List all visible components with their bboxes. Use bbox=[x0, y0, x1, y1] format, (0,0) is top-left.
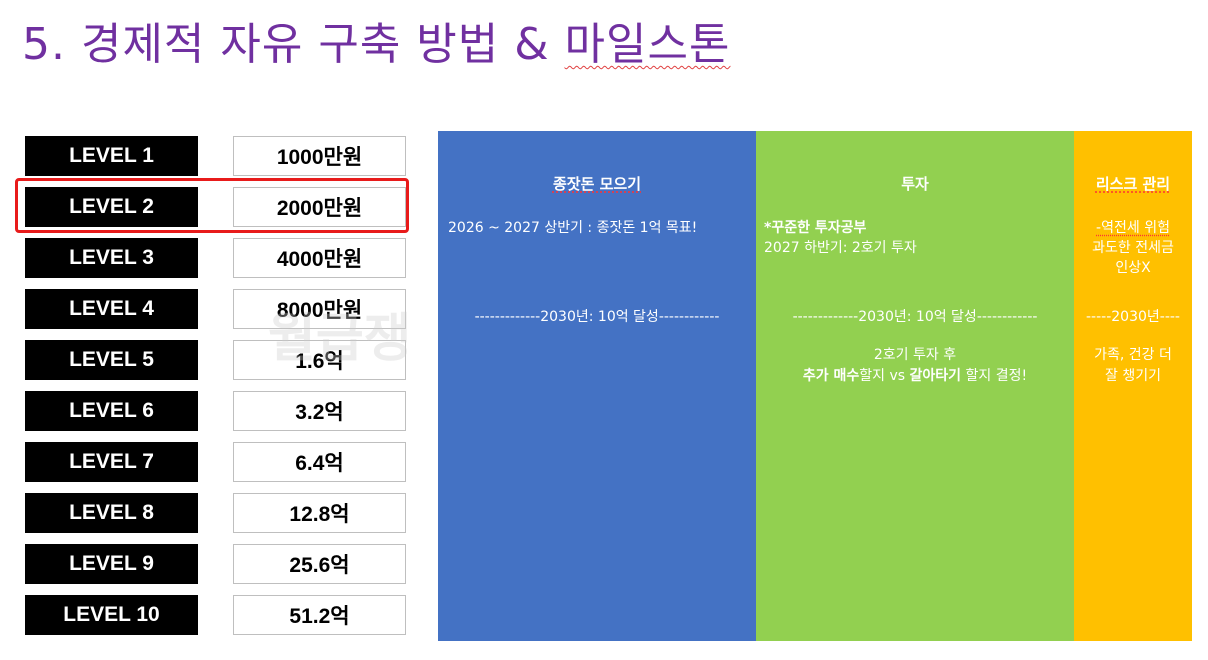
level-amount: 3.2억 bbox=[233, 391, 406, 431]
invest-decision-buy: 추가 매수 bbox=[802, 368, 860, 384]
invest-after: 2호기 투자 후 bbox=[873, 347, 957, 363]
level-2-highlight bbox=[15, 178, 409, 233]
risk-line-4: 가족, 건강 더 bbox=[1094, 347, 1172, 363]
level-label: LEVEL 1 bbox=[25, 136, 198, 176]
level-label: LEVEL 10 bbox=[25, 595, 198, 635]
level-amount: 1.6억 bbox=[233, 340, 406, 380]
level-amount: 6.4억 bbox=[233, 442, 406, 482]
savings-plan: 2026 ~ 2027 상반기 : 종잣돈 1억 목표! bbox=[448, 220, 698, 236]
level-amount: 51.2억 bbox=[233, 595, 406, 635]
risk-panel: 리스크 관리 -역전세 위험 과도한 전세금 인상X -----2030년---… bbox=[1074, 131, 1192, 641]
risk-milestone: -----2030년---- bbox=[1086, 309, 1180, 325]
invest-heading: 투자 bbox=[901, 175, 929, 193]
level-amount: 25.6억 bbox=[233, 544, 406, 584]
risk-line-1-text: -역전세 위험 bbox=[1096, 220, 1170, 236]
level-amount: 4000만원 bbox=[233, 238, 406, 278]
level-amount: 2000만원 bbox=[233, 187, 406, 227]
invest-study: *꾸준한 투자공부 bbox=[764, 220, 867, 236]
savings-heading: 종잣돈 모으기 bbox=[438, 173, 756, 194]
level-label: LEVEL 9 bbox=[25, 544, 198, 584]
invest-decision: 추가 매수할지 vs 갈아타기 할지 결정! bbox=[756, 365, 1074, 385]
page-title-suffix: 마일스톤 bbox=[564, 19, 731, 70]
level-label: LEVEL 6 bbox=[25, 391, 198, 431]
risk-line-1: -역전세 위험 bbox=[1074, 217, 1192, 237]
invest-decision-switch: 갈아타기 bbox=[909, 368, 962, 384]
savings-panel: 종잣돈 모으기 2026 ~ 2027 상반기 : 종잣돈 1억 목표! ---… bbox=[438, 131, 756, 641]
risk-heading-text: 리스크 관리 bbox=[1095, 175, 1171, 193]
invest-milestone: -------------2030년: 10억 달성------------ bbox=[792, 309, 1038, 325]
level-label: LEVEL 8 bbox=[25, 493, 198, 533]
level-label: LEVEL 5 bbox=[25, 340, 198, 380]
invest-decision-end: 할지 결정! bbox=[961, 368, 1028, 384]
level-amount: 8000만원 bbox=[233, 289, 406, 329]
invest-second-house: 2027 하반기: 2호기 투자 bbox=[764, 240, 917, 256]
level-label: LEVEL 4 bbox=[25, 289, 198, 329]
risk-heading: 리스크 관리 bbox=[1074, 173, 1192, 194]
level-amount: 1000만원 bbox=[233, 136, 406, 176]
savings-milestone: -------------2030년: 10억 달성------------ bbox=[474, 309, 720, 325]
invest-panel: 투자 *꾸준한 투자공부 2027 하반기: 2호기 투자 ----------… bbox=[756, 131, 1074, 641]
watermark: 월급쟁 bbox=[268, 309, 412, 369]
risk-line-5: 잘 챙기기 bbox=[1105, 368, 1161, 384]
invest-decision-vs: 할지 vs bbox=[859, 368, 910, 384]
level-label: LEVEL 2 bbox=[25, 187, 198, 227]
savings-heading-text: 종잣돈 모으기 bbox=[552, 175, 642, 193]
page-title-prefix: 5. 경제적 자유 구축 방법 & bbox=[22, 19, 565, 70]
page-title: 5. 경제적 자유 구축 방법 & 마일스톤 bbox=[22, 8, 730, 72]
risk-line-2: 과도한 전세금 bbox=[1092, 240, 1174, 256]
level-label: LEVEL 3 bbox=[25, 238, 198, 278]
risk-line-3: 인상X bbox=[1115, 260, 1151, 276]
level-amount: 12.8억 bbox=[233, 493, 406, 533]
level-label: LEVEL 7 bbox=[25, 442, 198, 482]
